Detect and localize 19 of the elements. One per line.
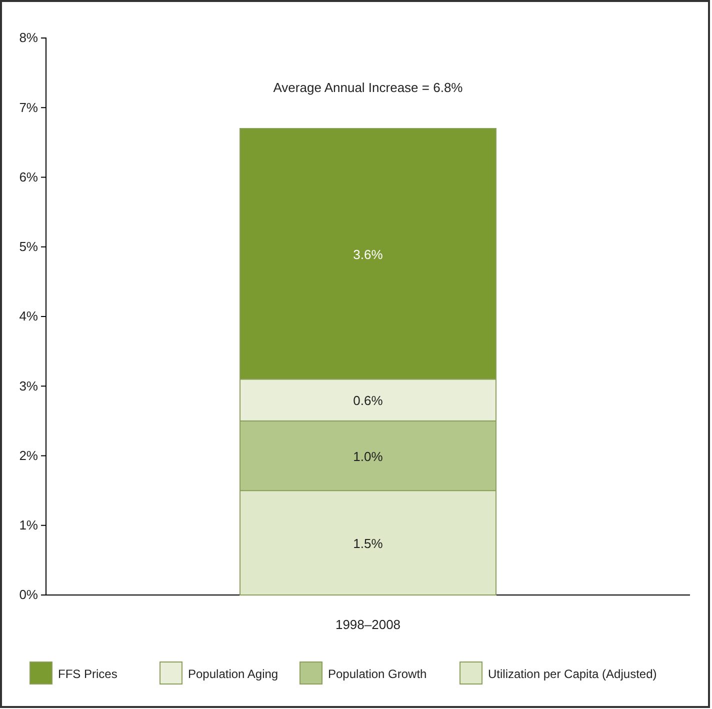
legend-label: Population Aging (188, 667, 278, 681)
legend-label: Utilization per Capita (Adjusted) (488, 667, 657, 681)
y-tick-label: 3% (19, 378, 38, 394)
legend-label: FFS Prices (58, 667, 118, 681)
y-tick-label: 1% (19, 518, 38, 533)
text: 1.5% (353, 536, 383, 551)
y-tick-label: 0% (19, 587, 38, 602)
y-tick-label: 6% (19, 169, 38, 184)
annotation: Average Annual Increase = 6.8% (273, 80, 464, 95)
y-tick-label: 4% (19, 308, 38, 324)
y-tick-label: 7% (19, 100, 38, 115)
x-tick-label: 1998–2008 (335, 617, 401, 632)
text: 3.6% (353, 246, 383, 262)
y-tick-label: 5% (19, 239, 38, 254)
y-tick-label: 8% (19, 30, 38, 46)
text: 1.0% (353, 448, 383, 464)
legend-label: Population Growth (328, 667, 427, 681)
y-tick-label: 2% (19, 448, 38, 463)
text: 0.6% (353, 393, 383, 408)
